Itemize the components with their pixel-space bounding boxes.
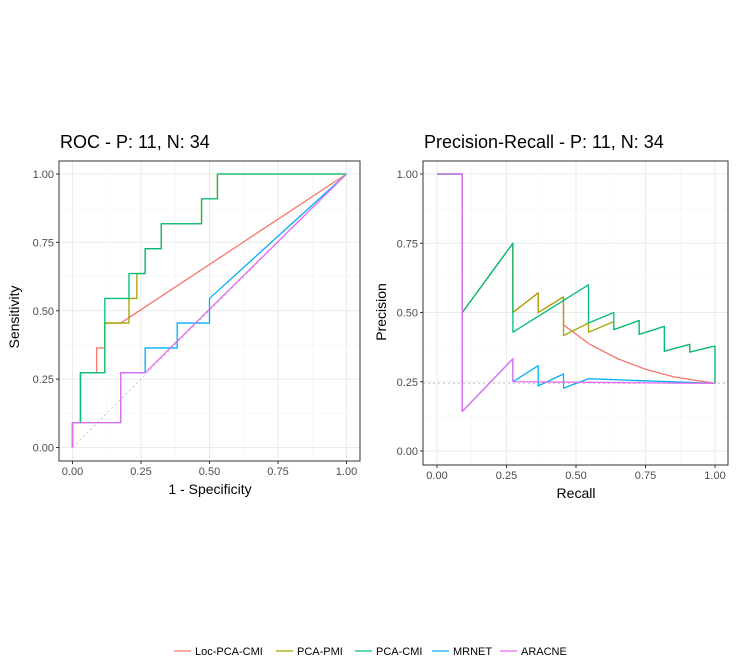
pr-y-tick-label: 0.25 bbox=[397, 377, 418, 389]
roc-x-tick-label: 1.00 bbox=[336, 466, 357, 478]
roc-x-tick-label: 0.25 bbox=[130, 466, 151, 478]
pr-y-tick-label: 0.00 bbox=[397, 446, 418, 458]
roc-y-tick-label: 1.00 bbox=[33, 169, 54, 181]
legend-label-aracne: ARACNE bbox=[521, 646, 567, 658]
pr-y-axis-label: Precision bbox=[373, 283, 389, 341]
roc-series-aracne bbox=[71, 173, 347, 448]
roc-y-tick-label: 0.25 bbox=[33, 374, 54, 386]
roc-x-tick-label: 0.75 bbox=[267, 466, 288, 478]
roc-x-tick-label: 0.00 bbox=[62, 466, 83, 478]
pr-title: Precision-Recall - P: 11, N: 34 bbox=[424, 132, 664, 152]
pr-series-pca-cmi bbox=[437, 173, 716, 384]
roc-panel: ROC - P: 11, N: 34 Sensitivity 1 - Speci… bbox=[6, 132, 361, 497]
pr-y-tick-label: 0.75 bbox=[397, 238, 418, 250]
pr-panel: Precision-Recall - P: 11, N: 34 Precisio… bbox=[373, 132, 729, 501]
pr-y-tick-label: 1.00 bbox=[397, 169, 418, 181]
pr-series-aracne bbox=[437, 173, 716, 413]
pr-x-tick-label: 1.00 bbox=[704, 470, 725, 482]
pr-y-tick-label: 0.50 bbox=[397, 308, 418, 320]
roc-x-tick-label: 0.50 bbox=[199, 466, 220, 478]
pr-x-tick-label: 0.25 bbox=[496, 470, 517, 482]
legend-label-loc-pca-cmi: Loc-PCA-CMI bbox=[195, 646, 263, 658]
roc-y-tick-label: 0.50 bbox=[33, 306, 54, 318]
pr-x-tick-label: 0.00 bbox=[426, 470, 447, 482]
roc-x-axis-label: 1 - Specificity bbox=[168, 481, 251, 497]
pr-x-axis-label: Recall bbox=[557, 485, 596, 501]
roc-series-pca-cmi bbox=[71, 173, 347, 448]
legend-label-pca-pmi: PCA-PMI bbox=[297, 646, 343, 658]
roc-title: ROC - P: 11, N: 34 bbox=[60, 132, 210, 152]
legend-label-pca-cmi: PCA-CMI bbox=[376, 646, 422, 658]
pr-x-tick-label: 0.75 bbox=[635, 470, 656, 482]
roc-y-tick-label: 0.00 bbox=[33, 443, 54, 455]
legend-label-mrnet: MRNET bbox=[453, 646, 492, 658]
legend: Loc-PCA-CMI PCA-PMI PCA-CMI MRNET ARACNE bbox=[174, 646, 567, 658]
pr-x-tick-label: 0.50 bbox=[565, 470, 586, 482]
roc-y-tick-label: 0.75 bbox=[33, 237, 54, 249]
roc-y-axis-label: Sensitivity bbox=[6, 285, 22, 348]
